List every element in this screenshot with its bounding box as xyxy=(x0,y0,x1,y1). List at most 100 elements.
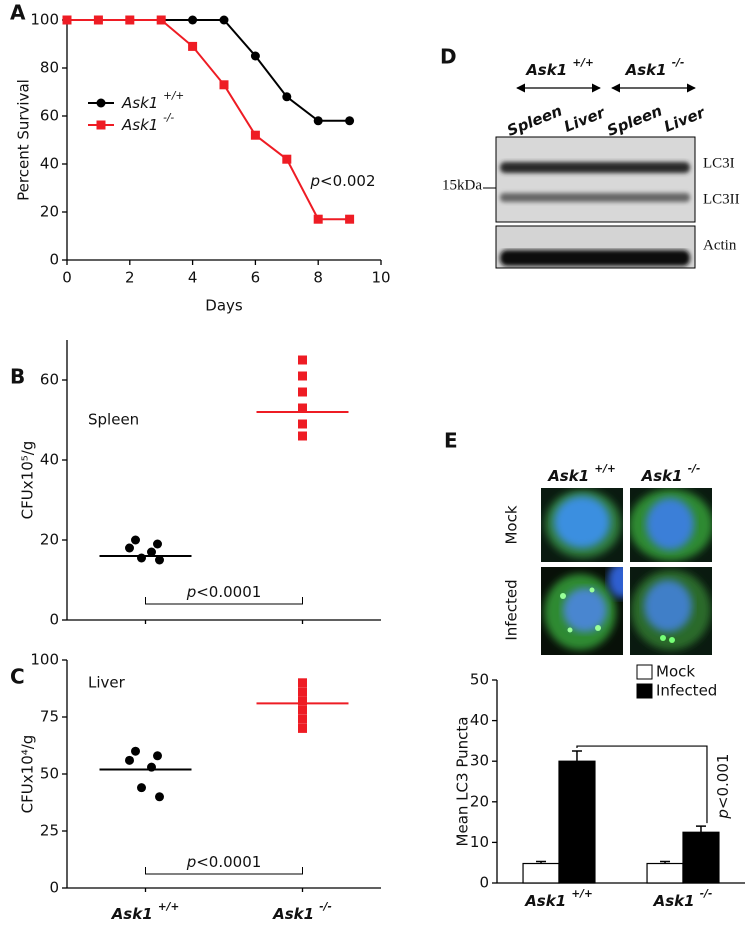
y-tick-label: 30 xyxy=(470,752,489,770)
band-label: Actin xyxy=(703,237,737,253)
y-tick-label: 25 xyxy=(40,822,59,840)
bar xyxy=(558,760,596,884)
y-tick-label: 0 xyxy=(49,611,59,629)
significance-bracket xyxy=(145,597,303,605)
row-label: Infected xyxy=(503,579,521,640)
y-tick-label: 100 xyxy=(30,651,59,669)
bar xyxy=(646,862,684,884)
row-label: Mock xyxy=(503,505,521,544)
data-point xyxy=(250,51,260,61)
data-point xyxy=(298,387,307,397)
panel-label: B xyxy=(10,365,25,389)
y-tick-label: 40 xyxy=(470,711,489,729)
data-point xyxy=(313,214,323,224)
data-point xyxy=(188,15,198,25)
legend-swatch xyxy=(636,683,653,699)
y-axis-label: Mean LC3 Puncta xyxy=(454,717,472,847)
legend-label: Ask1 +/+ xyxy=(121,90,184,112)
x-tick-label: Ask1 -/- xyxy=(653,888,713,910)
data-point xyxy=(250,130,260,140)
data-point xyxy=(298,371,307,381)
data-point xyxy=(298,687,307,697)
lane-label: Spleen xyxy=(504,102,564,140)
lane-label: Liver xyxy=(561,103,608,136)
micrograph xyxy=(630,567,712,655)
micrograph xyxy=(630,488,712,562)
legend-marker xyxy=(96,98,106,108)
y-tick-label: 80 xyxy=(40,59,59,77)
series-line xyxy=(67,19,350,122)
x-tick-label: 2 xyxy=(125,269,135,287)
data-point xyxy=(298,705,307,715)
data-point xyxy=(131,746,140,756)
x-tick-label: Ask1 +/+ xyxy=(111,901,180,923)
data-point xyxy=(131,535,140,545)
column-label: Ask1 -/- xyxy=(641,463,701,485)
data-point xyxy=(298,403,307,413)
size-marker: 15kDa xyxy=(442,177,482,193)
band-label: LC3II xyxy=(703,191,740,207)
micrograph xyxy=(541,567,623,655)
x-axis-label: Days xyxy=(205,297,243,315)
annotation: p<0.002 xyxy=(309,172,375,190)
data-point xyxy=(153,751,162,761)
y-tick-label: 75 xyxy=(40,708,59,726)
y-tick-label: 60 xyxy=(40,107,59,125)
data-point xyxy=(147,547,156,557)
y-tick-label: 0 xyxy=(49,251,59,269)
y-axis-label: CFUx10⁴/g xyxy=(19,735,37,814)
data-point xyxy=(282,92,292,102)
y-axis-label: CFUx10⁵/g xyxy=(19,441,37,520)
x-tick-label: 8 xyxy=(313,269,323,287)
x-tick-label: 10 xyxy=(371,269,390,287)
data-point xyxy=(155,555,164,565)
legend-label: Ask1 -/- xyxy=(121,112,174,134)
error-bar xyxy=(660,860,671,864)
legend-marker xyxy=(96,120,106,130)
group-label: Ask1 +/+ xyxy=(525,57,594,79)
lane-label: Liver xyxy=(661,103,708,136)
legend-label: Mock xyxy=(656,663,695,681)
annotation: p<0.001 xyxy=(713,754,731,820)
data-point xyxy=(282,154,292,164)
panel-label: C xyxy=(10,665,25,689)
column-label: Ask1 +/+ xyxy=(547,463,616,485)
data-point xyxy=(345,214,355,224)
y-tick-label: 20 xyxy=(40,203,59,221)
tissue-label: Spleen xyxy=(88,411,139,429)
bar xyxy=(682,831,720,884)
y-tick-label: 50 xyxy=(470,671,489,689)
y-tick-label: 40 xyxy=(40,451,59,469)
data-point xyxy=(298,714,307,724)
data-point xyxy=(125,543,134,553)
y-tick-label: 0 xyxy=(479,874,489,892)
data-point xyxy=(313,116,323,126)
blot-bands xyxy=(500,250,690,266)
panel-label: D xyxy=(440,45,457,69)
data-point xyxy=(298,355,307,365)
data-point xyxy=(93,15,103,25)
data-point xyxy=(298,419,307,429)
data-point xyxy=(219,15,229,25)
data-point xyxy=(125,755,134,765)
x-tick-label: Ask1 -/- xyxy=(272,901,332,923)
band-label: LC3I xyxy=(703,155,735,171)
data-point xyxy=(153,539,162,549)
x-tick-label: 6 xyxy=(251,269,261,287)
y-axis-label: Percent Survival xyxy=(15,79,33,201)
y-tick-label: 20 xyxy=(470,792,489,810)
y-tick-label: 0 xyxy=(49,879,59,897)
data-point xyxy=(62,15,72,25)
micrograph-panel: E Ask1 +/+ Ask1 -/- Mock Infected xyxy=(444,429,712,655)
data-point xyxy=(188,41,198,51)
panel-label: E xyxy=(444,429,458,453)
y-tick-label: 10 xyxy=(470,833,489,851)
data-point xyxy=(219,80,229,90)
error-bar xyxy=(695,825,706,833)
data-point xyxy=(298,678,307,688)
annotation: p<0.0001 xyxy=(186,853,262,871)
group-label: Ask1 -/- xyxy=(625,57,685,79)
panel-label: A xyxy=(10,1,26,25)
data-point xyxy=(345,116,355,126)
y-tick-label: 50 xyxy=(40,765,59,783)
